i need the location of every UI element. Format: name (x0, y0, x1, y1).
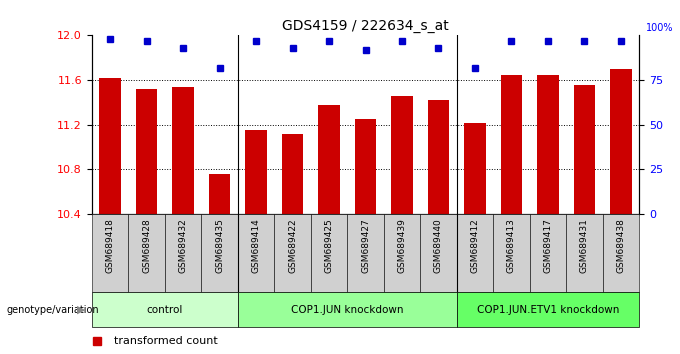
Bar (354, 119, 377, 214)
FancyBboxPatch shape (566, 214, 602, 292)
Bar (573, 85, 596, 214)
Bar (428, 100, 449, 214)
Bar (537, 74, 559, 214)
Text: COP1.JUN knockdown: COP1.JUN knockdown (291, 305, 403, 315)
Bar (500, 74, 522, 214)
FancyBboxPatch shape (384, 214, 420, 292)
Bar (99, 78, 121, 214)
Text: GSM689440: GSM689440 (434, 218, 443, 273)
Bar (391, 96, 413, 214)
Title: GDS4159 / 222634_s_at: GDS4159 / 222634_s_at (282, 19, 449, 33)
Text: GSM689414: GSM689414 (252, 218, 260, 273)
Text: GSM689438: GSM689438 (617, 218, 626, 273)
Text: genotype/variation: genotype/variation (7, 305, 99, 315)
FancyBboxPatch shape (238, 292, 457, 327)
Text: GSM689427: GSM689427 (361, 218, 370, 273)
Bar (282, 134, 303, 214)
Bar (209, 174, 231, 214)
Text: ▶: ▶ (76, 305, 85, 315)
FancyBboxPatch shape (274, 214, 311, 292)
FancyBboxPatch shape (493, 214, 530, 292)
Text: COP1.JUN.ETV1 knockdown: COP1.JUN.ETV1 knockdown (477, 305, 619, 315)
FancyBboxPatch shape (201, 214, 238, 292)
FancyBboxPatch shape (92, 292, 238, 327)
FancyBboxPatch shape (420, 214, 457, 292)
FancyBboxPatch shape (92, 214, 129, 292)
Bar (245, 130, 267, 214)
FancyBboxPatch shape (457, 214, 493, 292)
Text: GSM689439: GSM689439 (398, 218, 407, 273)
FancyBboxPatch shape (238, 214, 274, 292)
Bar (135, 89, 158, 214)
FancyBboxPatch shape (347, 214, 384, 292)
Text: GSM689412: GSM689412 (471, 218, 479, 273)
Text: GSM689413: GSM689413 (507, 218, 516, 273)
FancyBboxPatch shape (457, 292, 639, 327)
Bar (464, 122, 486, 214)
FancyBboxPatch shape (311, 214, 347, 292)
Text: GSM689425: GSM689425 (324, 218, 333, 273)
Text: GSM689417: GSM689417 (543, 218, 552, 273)
Text: 100%: 100% (646, 23, 674, 33)
Text: GSM689422: GSM689422 (288, 218, 297, 273)
Text: GSM689435: GSM689435 (215, 218, 224, 273)
Text: GSM689431: GSM689431 (580, 218, 589, 273)
Bar (318, 105, 340, 214)
FancyBboxPatch shape (602, 214, 639, 292)
FancyBboxPatch shape (129, 214, 165, 292)
Text: transformed count: transformed count (114, 336, 218, 346)
Text: GSM689432: GSM689432 (179, 218, 188, 273)
Bar (610, 69, 632, 214)
Text: GSM689418: GSM689418 (105, 218, 114, 273)
Text: control: control (147, 305, 183, 315)
FancyBboxPatch shape (165, 214, 201, 292)
Text: GSM689428: GSM689428 (142, 218, 151, 273)
Bar (172, 87, 194, 214)
FancyBboxPatch shape (530, 214, 566, 292)
